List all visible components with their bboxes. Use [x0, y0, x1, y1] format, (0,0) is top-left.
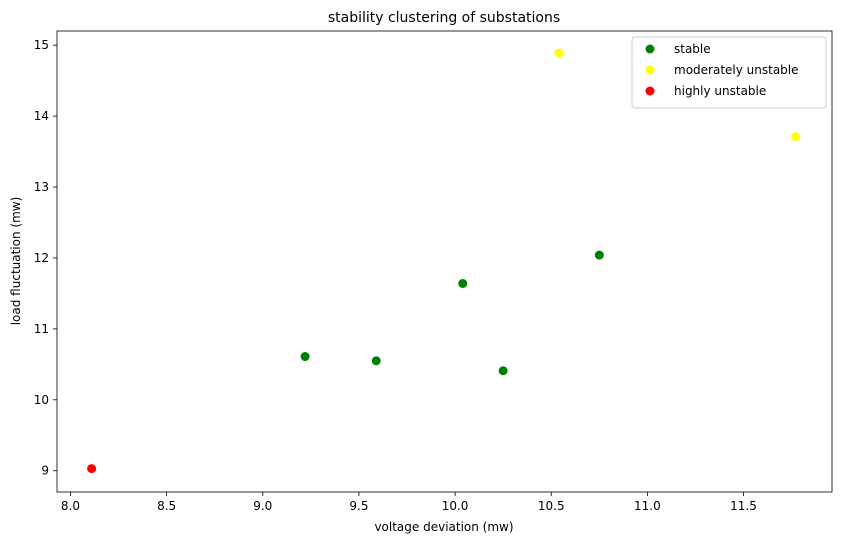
y-tick-label: 11 [34, 322, 49, 336]
legend-label-moderately-unstable: moderately unstable [674, 63, 799, 77]
y-tick-label: 10 [34, 393, 49, 407]
y-tick-label: 13 [34, 180, 49, 194]
point-highly-unstable [87, 464, 97, 474]
plot-area: 8.0 8.5 9.0 9.5 10.0 10.5 11.0 11.5 9 10 11 12 13 14 1… [34, 30, 833, 513]
axes-frame [56, 30, 833, 493]
legend-label-stable: stable [674, 42, 711, 56]
legend-marker-stable [645, 44, 655, 54]
y-tick-label: 9 [41, 464, 49, 478]
legend-box [631, 36, 827, 109]
point-stable [371, 356, 381, 366]
x-tick-label: 9.0 [253, 499, 272, 513]
x-tick-label: 8.5 [157, 499, 176, 513]
point-moderately-unstable [790, 132, 800, 142]
x-tick-label: 9.5 [349, 499, 368, 513]
point-moderately-unstable [554, 48, 564, 58]
y-tick-label: 15 [34, 38, 49, 52]
legend-marker-moderately-unstable [645, 65, 655, 75]
x-tick-label: 11.5 [730, 499, 757, 513]
point-stable [498, 366, 508, 376]
y-tick-label: 12 [34, 251, 49, 265]
legend: stable moderately unstable highly unstable [631, 36, 827, 109]
x-tick-label: 11.0 [634, 499, 661, 513]
legend-label-highly-unstable: highly unstable [674, 84, 766, 98]
point-stable [458, 278, 468, 288]
y-axis-label: load fluctuation (mw) [9, 197, 23, 326]
x-tick-label: 10.5 [538, 499, 565, 513]
legend-marker-highly-unstable [645, 86, 655, 96]
x-axis-label: voltage deviation (mw) [374, 520, 513, 534]
point-stable [594, 250, 604, 260]
x-tick-label: 8.0 [61, 499, 80, 513]
y-tick-label: 14 [34, 109, 49, 123]
point-stable [300, 352, 310, 362]
chart-title: stability clustering of substations [328, 10, 560, 26]
x-tick-label: 10.0 [442, 499, 469, 513]
